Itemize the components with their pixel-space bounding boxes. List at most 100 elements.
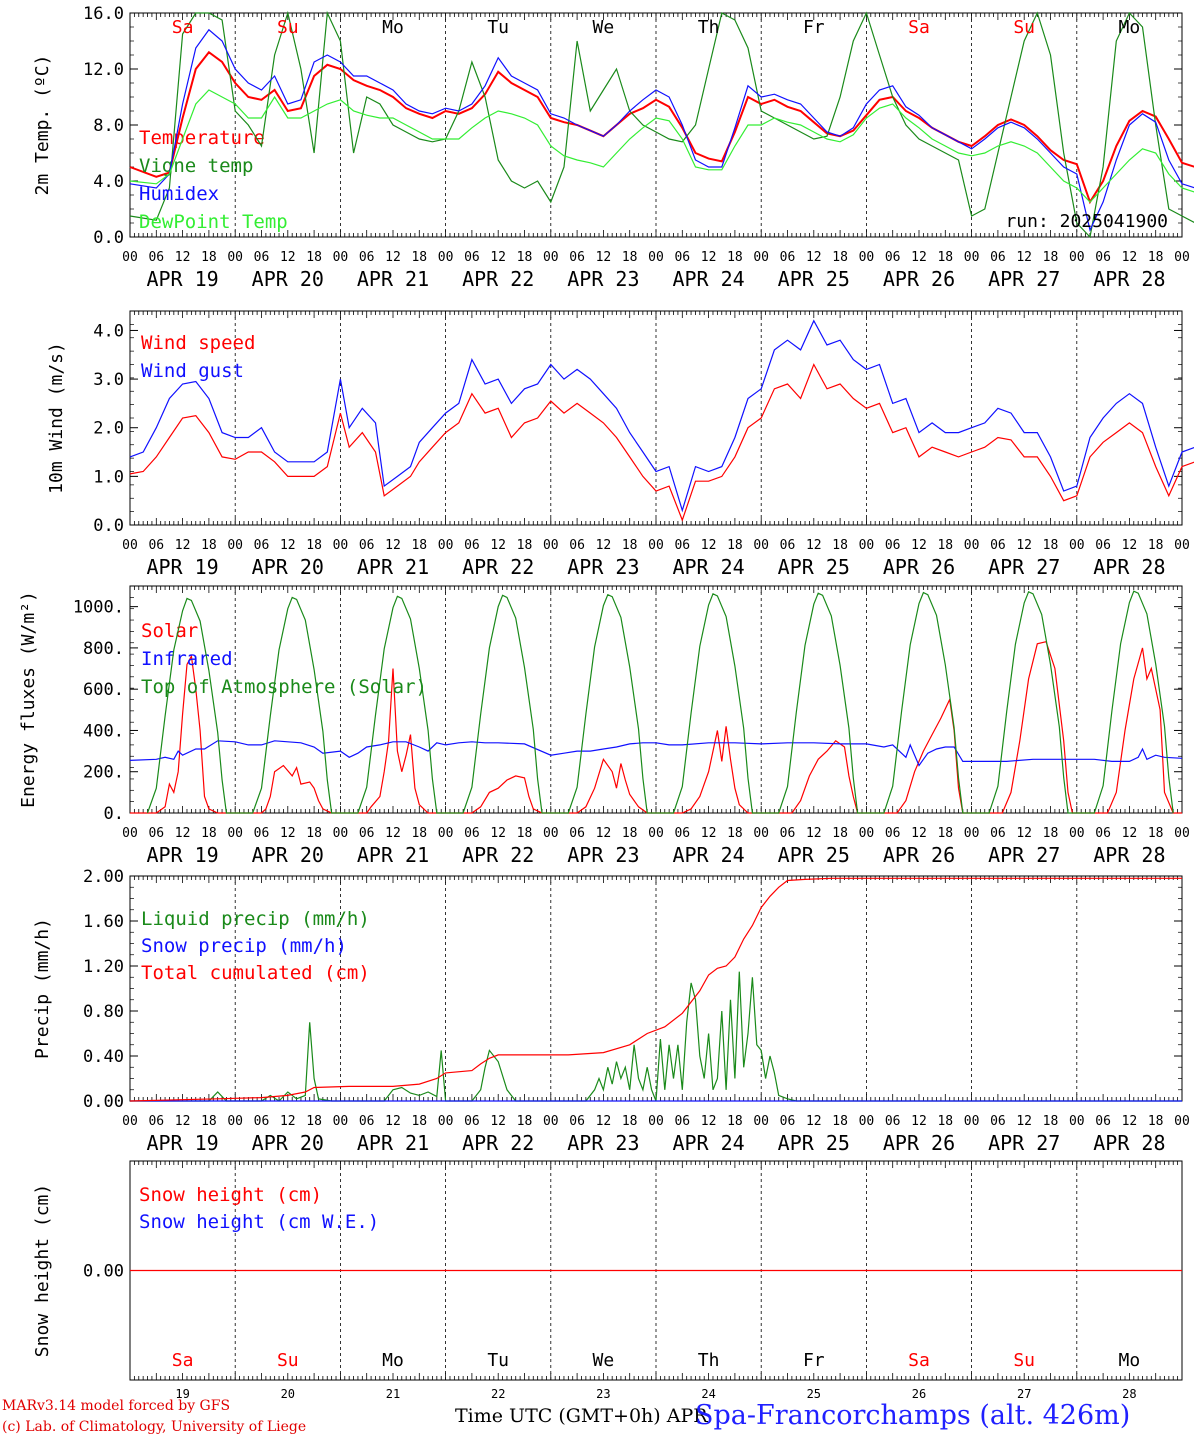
hour-tick-label: 00 [1069, 538, 1085, 553]
hour-tick-label: 06 [885, 1114, 901, 1129]
date-label: APR 19 [146, 267, 218, 291]
panel-4: 0.00 0.40 0.80 1.20 1.60 2.00 Precip (mm/h) Liq… [32, 867, 1190, 1155]
hour-tick-label: 12 [385, 538, 401, 553]
hour-tick-label: 06 [885, 538, 901, 553]
hour-tick-label: 18 [937, 826, 953, 841]
hour-tick-label: 06 [674, 1114, 690, 1129]
date-label: APR 26 [883, 267, 955, 291]
hour-tick-label: 00 [122, 538, 138, 553]
date-label: APR 21 [357, 1131, 429, 1155]
hour-tick-label: 18 [1043, 250, 1059, 265]
date-label: APR 20 [252, 267, 324, 291]
hour-tick-label: 06 [254, 826, 270, 841]
hour-tick-label: 12 [175, 826, 191, 841]
day-label: Tu [487, 1350, 509, 1371]
y-tick-label: 4.0 [93, 321, 124, 341]
hour-tick-label: 06 [990, 826, 1006, 841]
hour-tick-label: 00 [438, 1114, 454, 1129]
hour-tick-label: 06 [254, 1114, 270, 1129]
legend-entry: Top of Atmosphere (Solar) [141, 676, 427, 698]
hour-tick-label: 06 [990, 1114, 1006, 1129]
day-label: Su [1013, 1350, 1035, 1371]
date-label: APR 28 [1093, 555, 1165, 579]
hour-tick-label: 12 [490, 1114, 506, 1129]
hour-tick-label: 18 [1043, 538, 1059, 553]
day-number: 26 [912, 1387, 926, 1401]
hour-tick-label: 06 [674, 250, 690, 265]
y-tick-label: 0.0 [93, 228, 124, 248]
date-label: APR 20 [252, 555, 324, 579]
hour-tick-label: 00 [1069, 826, 1085, 841]
panel-5: 0.00 Snow height (cm) Snow height (cm) Snow… [32, 1160, 1183, 1401]
legend-entry: Snow height (cm) [139, 1184, 322, 1206]
hour-tick-label: 12 [1122, 1114, 1138, 1129]
day-label: We [593, 17, 615, 38]
date-label: APR 19 [146, 555, 218, 579]
hour-tick-label: 06 [990, 538, 1006, 553]
date-label: APR 19 [146, 843, 218, 867]
hour-tick-label: 12 [911, 826, 927, 841]
hour-tick-label: 12 [280, 1114, 296, 1129]
day-number: 19 [175, 1387, 189, 1401]
hour-tick-label: 00 [333, 826, 349, 841]
hour-tick-label: 18 [411, 1114, 427, 1129]
hour-tick-label: 00 [543, 826, 559, 841]
hour-tick-label: 06 [148, 250, 164, 265]
legend-entry: Wind gust [141, 360, 244, 382]
day-label: Sa [172, 1350, 194, 1371]
date-label: APR 25 [778, 843, 850, 867]
series-line-dewpoint-temp [129, 89, 1194, 203]
hour-tick-label: 12 [806, 1114, 822, 1129]
hour-tick-label: 12 [1016, 538, 1032, 553]
y-tick-label: 200. [83, 763, 124, 783]
hour-tick-label: 06 [1095, 538, 1111, 553]
hour-tick-label: 18 [1043, 1114, 1059, 1129]
hour-tick-label: 12 [385, 826, 401, 841]
hour-tick-label: 12 [1016, 1114, 1032, 1129]
series-line-liquid-precip-mm-h [130, 971, 1182, 1102]
hour-tick-label: 18 [517, 538, 533, 553]
day-label: Su [277, 17, 299, 38]
hour-tick-label: 06 [254, 250, 270, 265]
hour-tick-label: 06 [148, 538, 164, 553]
hour-tick-label: 00 [859, 538, 875, 553]
day-number: 27 [1017, 1387, 1031, 1401]
hour-tick-label: 18 [832, 250, 848, 265]
series-line-temperature [129, 50, 1194, 205]
date-label: APR 23 [567, 555, 639, 579]
hour-tick-label: 18 [937, 1114, 953, 1129]
hour-tick-label: 00 [227, 826, 243, 841]
hour-tick-label: 12 [1016, 826, 1032, 841]
date-label: APR 24 [672, 843, 744, 867]
panel-3: 0. 200. 400. 600. 800. 1000. Energy fluxes (W/… [18, 585, 1190, 867]
date-label: APR 28 [1093, 1131, 1165, 1155]
hour-tick-label: 12 [596, 826, 612, 841]
hour-tick-label: 12 [701, 826, 717, 841]
hour-tick-label: 00 [964, 1114, 980, 1129]
model-credit: MARv3.14 model forced by GFS [2, 1398, 231, 1414]
hour-tick-label: 00 [122, 826, 138, 841]
hour-tick-label: 00 [543, 538, 559, 553]
hour-tick-label: 00 [438, 250, 454, 265]
y-tick-label: 1.20 [83, 957, 124, 977]
x-axis-title: Time UTC (GMT+0h) APR [455, 1405, 708, 1427]
day-label: Mo [382, 17, 404, 38]
hour-tick-label: 00 [964, 826, 980, 841]
hour-tick-label: 00 [648, 538, 664, 553]
hour-tick-label: 12 [385, 250, 401, 265]
hour-tick-label: 06 [885, 250, 901, 265]
date-label: APR 28 [1093, 843, 1165, 867]
date-label: APR 24 [672, 555, 744, 579]
hour-tick-label: 00 [1174, 250, 1190, 265]
y-axis-label: 2m Temp. (ºC) [32, 55, 53, 196]
date-label: APR 26 [883, 555, 955, 579]
hour-tick-label: 12 [1122, 826, 1138, 841]
station-name: Spa-Francorchamps (alt. 426m) [695, 1400, 1131, 1431]
y-tick-label: 4.0 [93, 172, 124, 192]
date-label: APR 28 [1093, 267, 1165, 291]
date-label: APR 21 [357, 843, 429, 867]
hour-tick-label: 00 [1174, 538, 1190, 553]
hour-tick-label: 12 [701, 250, 717, 265]
date-label: APR 20 [252, 1131, 324, 1155]
